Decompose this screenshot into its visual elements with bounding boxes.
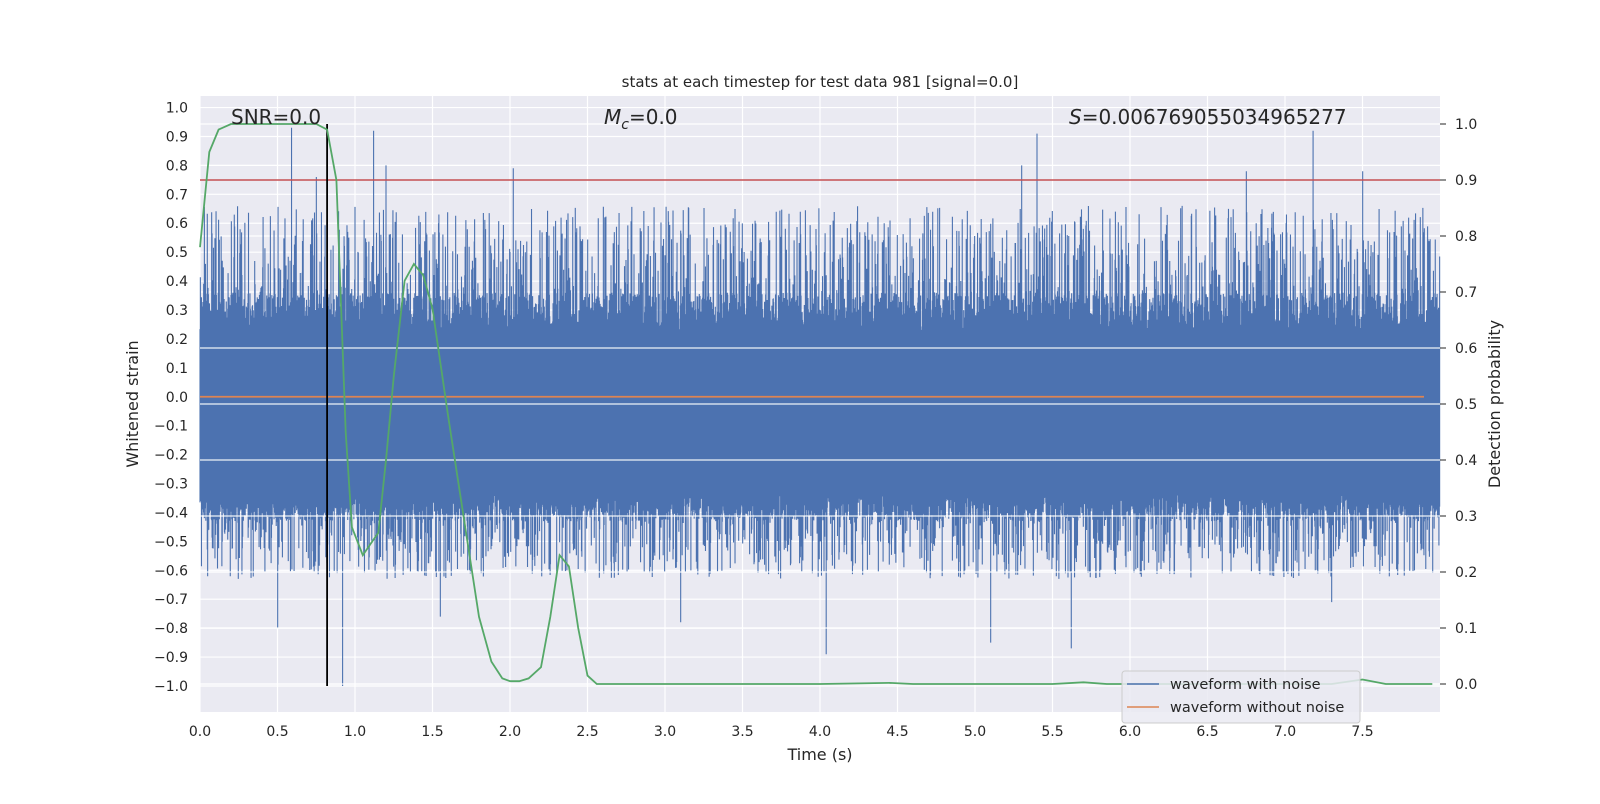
y-tick-label: −0.1 bbox=[154, 419, 188, 435]
y2-tick-label: 0.2 bbox=[1455, 565, 1477, 581]
axes: 0.0 0.5 1.0 1.5 2.0 2.5 3.0 3.5 4.0 4.5 5.0 5.5 6.0 6… bbox=[154, 101, 1477, 740]
snr-annotation: SNR=0.0 bbox=[231, 105, 321, 129]
y-tick-label: −0.4 bbox=[154, 505, 188, 521]
y2-tick-label: 0.4 bbox=[1455, 453, 1477, 469]
y-tick-label: −0.2 bbox=[154, 448, 188, 464]
x-tick-label: 2.5 bbox=[576, 724, 598, 740]
x-tick-label: 5.5 bbox=[1041, 724, 1063, 740]
x-tick-label: 7.0 bbox=[1274, 724, 1296, 740]
y-tick-label: −1.0 bbox=[154, 679, 188, 695]
x-tick-label: 7.5 bbox=[1351, 724, 1373, 740]
legend-label-with-noise: waveform with noise bbox=[1170, 677, 1321, 693]
y2-tick-label: 0.8 bbox=[1455, 229, 1477, 245]
y-tick-label: −0.7 bbox=[154, 592, 188, 608]
mc-value: =0.0 bbox=[629, 105, 678, 129]
y-tick-label: −0.6 bbox=[154, 563, 188, 579]
y-tick-label: 0.5 bbox=[166, 245, 188, 261]
legend-label-without-noise: waveform without noise bbox=[1170, 700, 1344, 716]
y2-tick-label: 0.9 bbox=[1455, 173, 1477, 189]
y2-tick-label: 0.0 bbox=[1455, 677, 1477, 693]
waveform-noise-core bbox=[200, 333, 1440, 493]
y-tick-label: −0.5 bbox=[154, 534, 188, 550]
y2-tick-label: 1.0 bbox=[1455, 117, 1477, 133]
chart-title: stats at each timestep for test data 981… bbox=[622, 73, 1019, 91]
y-tick-label: 0.2 bbox=[166, 332, 188, 348]
y-tick-label: 0.0 bbox=[166, 390, 188, 406]
y-tick-label: −0.9 bbox=[154, 650, 188, 666]
s-value: =0.006769055034965277 bbox=[1082, 105, 1347, 129]
x-tick-label: 0.0 bbox=[189, 724, 211, 740]
series-detection-probability bbox=[199, 123, 1433, 685]
y-tick-label: 0.9 bbox=[166, 129, 188, 145]
y-tick-label: 0.7 bbox=[166, 187, 188, 203]
x-tick-label: 5.0 bbox=[964, 724, 986, 740]
legend-box bbox=[1121, 670, 1361, 724]
y-tick-label: −0.8 bbox=[154, 621, 188, 637]
x-tick-label: 6.0 bbox=[1119, 724, 1141, 740]
legend: waveform with noise waveform without noi… bbox=[1121, 670, 1361, 724]
x-tick-label: 2.0 bbox=[499, 724, 521, 740]
y2-tick-label: 0.3 bbox=[1455, 509, 1477, 525]
y2-tick-label: 0.5 bbox=[1455, 397, 1477, 413]
y-tick-label: 0.1 bbox=[166, 361, 188, 377]
y2-tick-label: 0.1 bbox=[1455, 621, 1477, 637]
series-layer bbox=[199, 123, 1441, 741]
mc-annotation: Mc=0.0 bbox=[604, 105, 678, 133]
mc-symbol: M bbox=[604, 105, 621, 129]
s-symbol: S bbox=[1069, 105, 1082, 129]
x-tick-label: 4.0 bbox=[809, 724, 831, 740]
y2-tick-label: 0.6 bbox=[1455, 341, 1477, 357]
x-tick-label: 1.5 bbox=[421, 724, 443, 740]
y-tick-label: −0.3 bbox=[154, 477, 188, 493]
x-tick-label: 1.0 bbox=[344, 724, 366, 740]
y-tick-label: 0.8 bbox=[166, 158, 188, 174]
y-tick-label: 0.3 bbox=[166, 303, 188, 319]
y-tick-label: 1.0 bbox=[166, 101, 188, 117]
y2-axis-label: Detection probability bbox=[1485, 320, 1504, 488]
x-tick-label: 3.0 bbox=[654, 724, 676, 740]
y-tick-label: 0.6 bbox=[166, 216, 188, 232]
mc-subscript: c bbox=[621, 117, 629, 133]
x-axis-label: Time (s) bbox=[786, 745, 852, 764]
y2-tick-label: 0.7 bbox=[1455, 285, 1477, 301]
x-tick-label: 4.5 bbox=[886, 724, 908, 740]
x-tick-label: 6.5 bbox=[1196, 724, 1218, 740]
y-tick-label: 0.4 bbox=[166, 274, 188, 290]
x-tick-label: 3.5 bbox=[731, 724, 753, 740]
y-axis-label: Whitened strain bbox=[123, 340, 142, 467]
s-annotation: S=0.006769055034965277 bbox=[1069, 105, 1347, 129]
x-tick-label: 0.5 bbox=[266, 724, 288, 740]
